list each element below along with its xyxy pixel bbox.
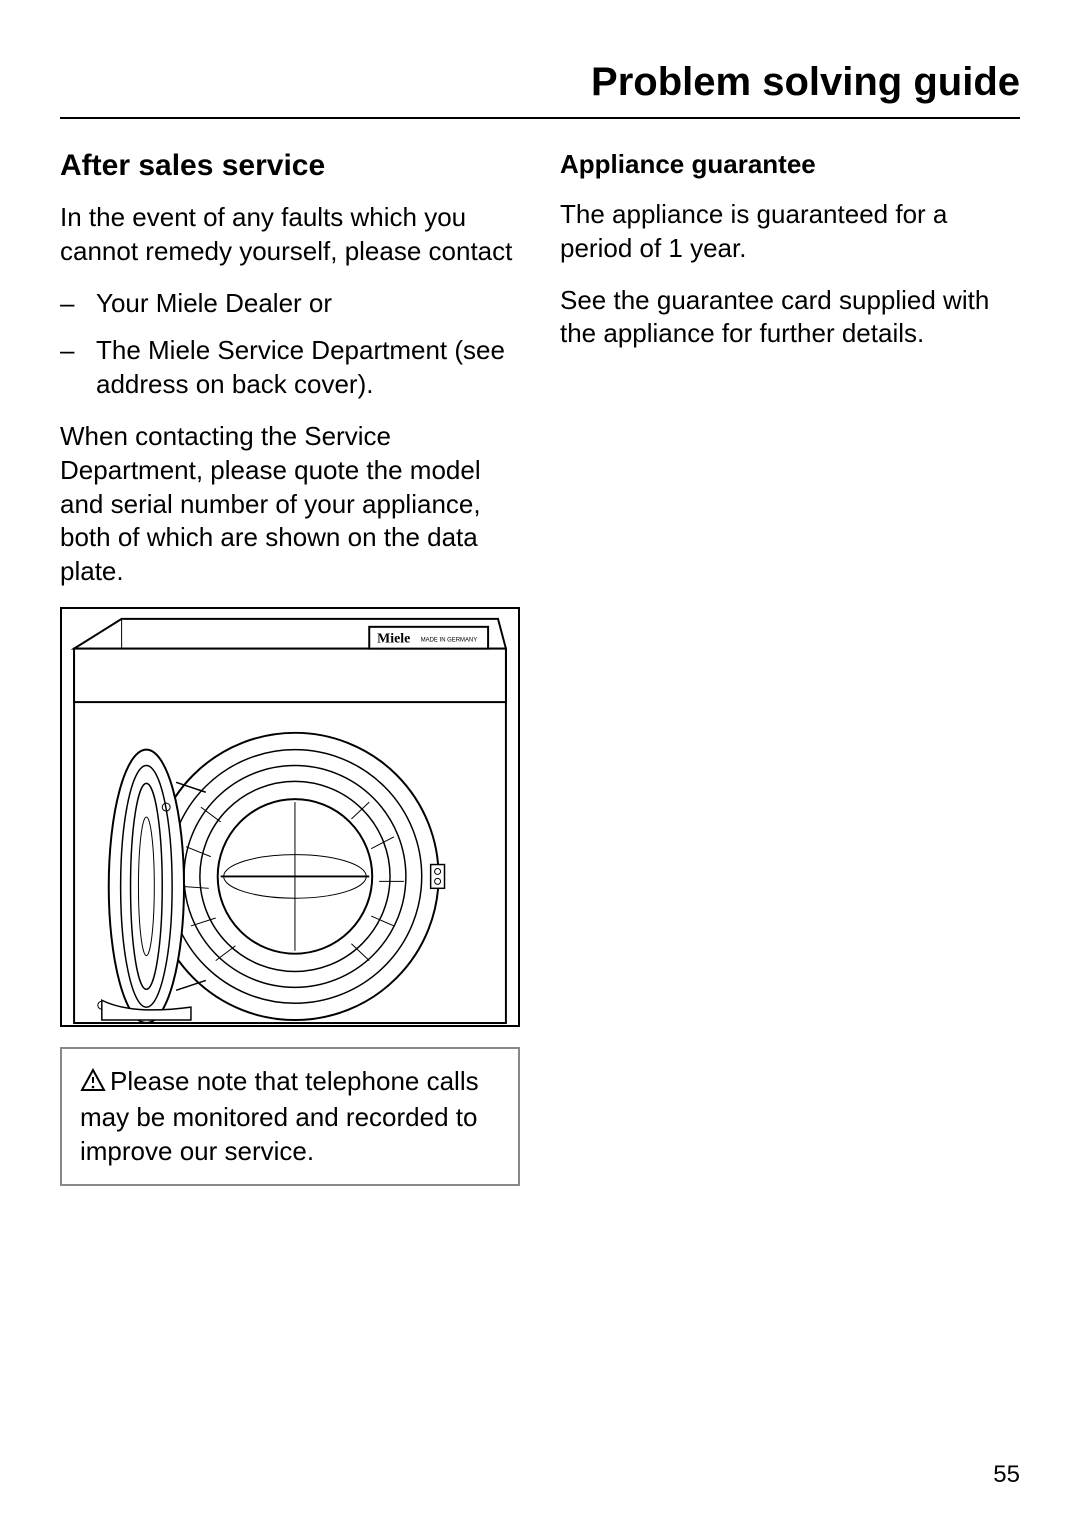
intro-text: In the event of any faults which you can…: [60, 201, 520, 269]
after-sales-heading: After sales service: [60, 149, 520, 183]
list-item: The Miele Service Department (see addres…: [60, 334, 520, 402]
guarantee-p2: See the guarantee card supplied with the…: [560, 284, 1020, 352]
contact-list: Your Miele Dealer or The Miele Service D…: [60, 287, 520, 402]
brand-sub: MADE IN GERMANY: [421, 638, 477, 644]
contact-note: When contacting the Service Department, …: [60, 420, 520, 589]
page-number: 55: [993, 1461, 1020, 1489]
list-item: Your Miele Dealer or: [60, 287, 520, 321]
left-column: After sales service In the event of any …: [60, 149, 520, 1186]
dryer-illustration: Miele MADE IN GERMANY: [62, 609, 518, 1025]
appliance-diagram: Miele MADE IN GERMANY: [60, 607, 520, 1027]
guarantee-p1: The appliance is guaranteed for a period…: [560, 198, 1020, 266]
warning-icon: [80, 1067, 106, 1101]
brand-label: Miele: [377, 631, 410, 646]
page-title: Problem solving guide: [60, 60, 1020, 119]
telephone-notice: Please note that telephone calls may be …: [60, 1047, 520, 1186]
content-columns: After sales service In the event of any …: [60, 149, 1020, 1186]
right-column: Appliance guarantee The appliance is gua…: [560, 149, 1020, 1186]
notice-text: Please note that telephone calls may be …: [80, 1066, 479, 1166]
guarantee-heading: Appliance guarantee: [560, 149, 1020, 180]
